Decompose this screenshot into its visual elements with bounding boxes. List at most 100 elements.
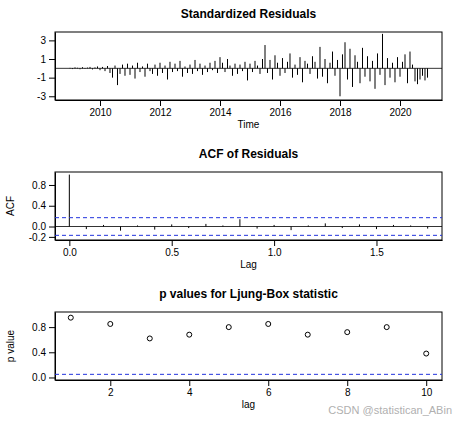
x-tick-mark xyxy=(268,380,269,386)
panel: ACF of Residuals0.00.51.01.5-0.20.00.40.… xyxy=(5,147,443,270)
x-axis: 201020122014201620182020 xyxy=(56,100,443,118)
y-tick-mark xyxy=(49,377,55,378)
spike xyxy=(300,57,301,68)
y-tick: 0.8 xyxy=(32,322,55,333)
y-axis-title: p value xyxy=(5,329,16,362)
point xyxy=(68,315,73,320)
spike xyxy=(277,63,278,69)
spike xyxy=(357,62,358,69)
x-tick: 2016 xyxy=(269,100,292,118)
spike xyxy=(255,61,256,68)
spike xyxy=(340,68,341,96)
spike xyxy=(282,58,283,68)
x-tick-mark xyxy=(69,240,70,246)
spike xyxy=(407,68,408,83)
spike xyxy=(210,63,211,69)
x-tick-label: 2 xyxy=(108,387,114,398)
spike xyxy=(235,64,236,69)
spike xyxy=(232,68,233,75)
spike xyxy=(376,227,377,230)
spike xyxy=(97,66,98,68)
spike xyxy=(180,61,181,68)
spike xyxy=(424,68,425,80)
y-tick-label: 1 xyxy=(40,54,46,65)
spike xyxy=(162,68,163,73)
y-tick: -3 xyxy=(37,91,55,102)
spike xyxy=(154,227,155,230)
x-tick: 8 xyxy=(345,380,351,398)
y-tick-label: 0.0 xyxy=(32,221,46,232)
spike xyxy=(167,68,168,79)
spike xyxy=(400,68,401,76)
spike xyxy=(287,62,288,69)
spike xyxy=(420,68,421,79)
spike xyxy=(154,65,155,69)
spike xyxy=(145,68,146,76)
spike xyxy=(372,61,373,68)
spike xyxy=(325,59,326,68)
spike xyxy=(390,68,391,77)
x-tick-label: 10 xyxy=(421,387,433,398)
spike xyxy=(307,64,308,69)
spike xyxy=(325,223,326,226)
x-axis-title: Time xyxy=(238,119,260,130)
spike xyxy=(382,34,383,68)
y-tick: 1 xyxy=(40,54,55,65)
x-tick: 2014 xyxy=(209,100,232,118)
spike xyxy=(177,68,178,71)
point xyxy=(266,321,271,326)
watermark: CSDN @statistican_ABin xyxy=(328,404,452,416)
spike xyxy=(92,68,93,69)
x-tick: 1.0 xyxy=(268,240,282,258)
spike xyxy=(364,68,365,76)
spike xyxy=(77,67,78,69)
spike xyxy=(347,68,348,79)
x-tick: 1.5 xyxy=(370,240,384,258)
spike xyxy=(319,47,320,68)
x-tick: 4 xyxy=(187,380,193,398)
spike xyxy=(175,64,176,69)
spike xyxy=(259,68,260,74)
x-tick-label: 2014 xyxy=(209,107,232,118)
spike xyxy=(137,63,138,69)
y-tick: -1 xyxy=(37,72,55,83)
spike xyxy=(190,65,191,69)
spike xyxy=(94,67,95,69)
y-tick-mark xyxy=(49,352,55,353)
spike xyxy=(171,224,172,226)
x-tick-mark xyxy=(400,100,401,106)
chart-title: ACF of Residuals xyxy=(199,147,299,161)
y-tick-label: -0.2 xyxy=(29,232,47,243)
spike xyxy=(285,68,286,73)
spike xyxy=(69,175,70,227)
spike xyxy=(86,227,87,230)
y-tick-mark xyxy=(49,40,55,41)
point xyxy=(424,351,429,356)
y-axis: -0.20.00.40.8 xyxy=(29,173,56,243)
y-tick-mark xyxy=(49,206,55,207)
y-tick-label: -3 xyxy=(37,91,46,102)
point xyxy=(305,332,310,337)
spike xyxy=(142,66,143,68)
spike xyxy=(225,68,226,72)
x-tick-mark xyxy=(340,100,341,106)
y-tick: 3 xyxy=(40,35,55,46)
spike xyxy=(122,65,123,69)
spike xyxy=(169,62,170,69)
x-tick-label: 2020 xyxy=(389,107,412,118)
plot-area xyxy=(55,175,442,236)
spike xyxy=(120,68,121,74)
x-tick-label: 0.0 xyxy=(63,247,77,258)
spike xyxy=(310,68,311,74)
point xyxy=(226,325,231,330)
plot-area xyxy=(55,315,442,374)
plot-frame xyxy=(55,312,442,380)
x-tick: 2 xyxy=(108,380,114,398)
spike xyxy=(342,54,343,68)
x-tick-label: 2010 xyxy=(89,107,112,118)
spike xyxy=(367,56,368,68)
y-tick: 0.0 xyxy=(32,221,55,232)
spike xyxy=(172,68,173,72)
spike xyxy=(394,68,395,82)
spike xyxy=(334,68,335,75)
